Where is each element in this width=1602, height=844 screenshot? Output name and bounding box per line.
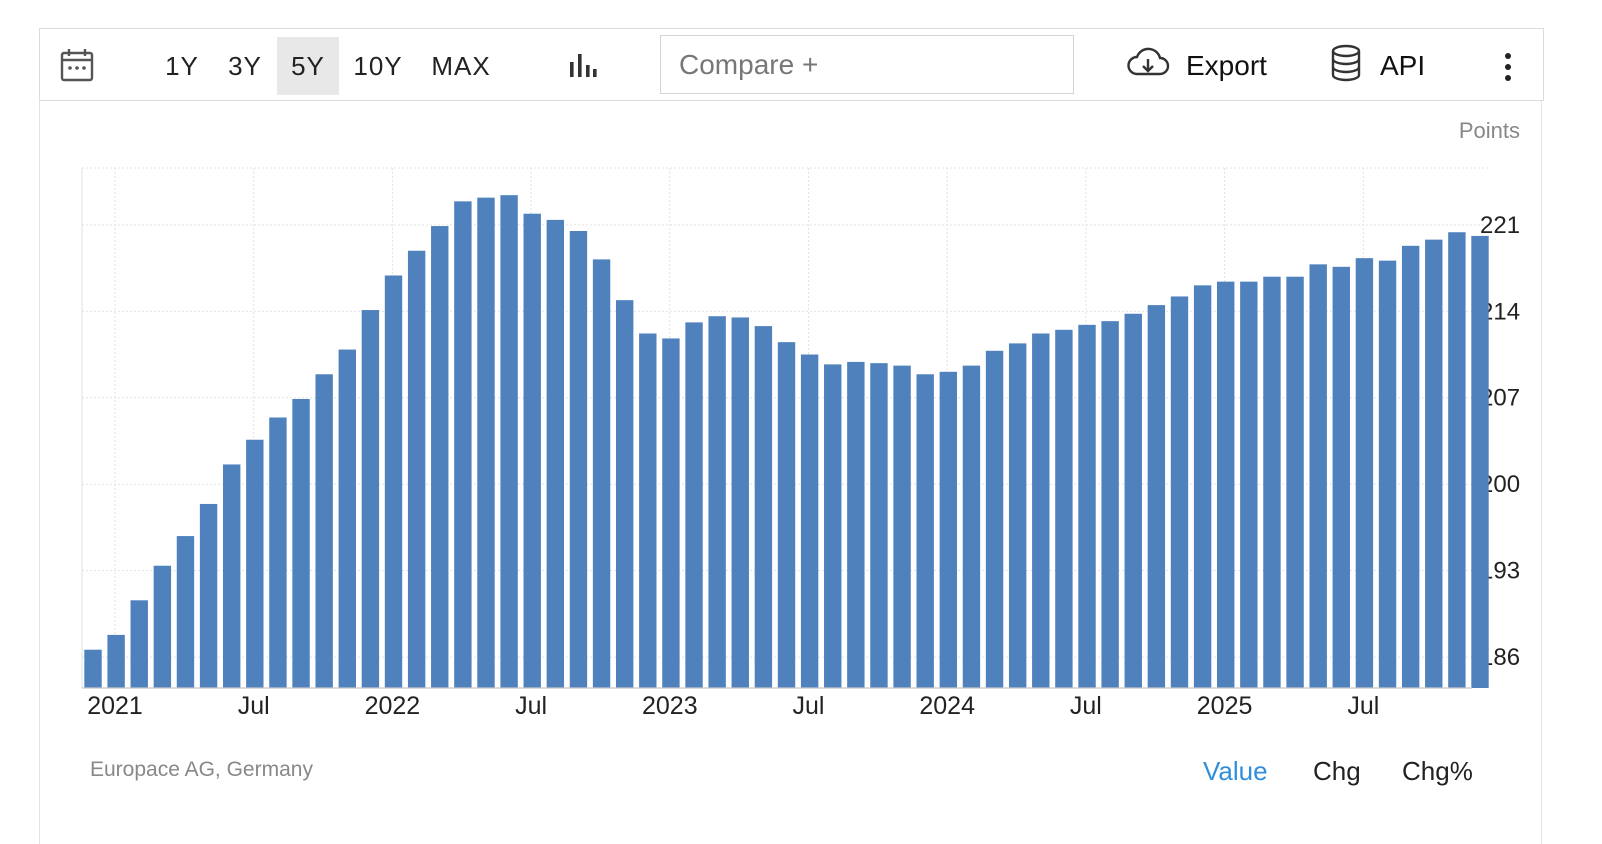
bar: [223, 464, 241, 688]
bar: [1101, 321, 1119, 688]
bar: [1309, 264, 1327, 688]
bar: [1263, 276, 1281, 688]
api-button[interactable]: API: [1330, 43, 1425, 89]
bar: [1332, 266, 1350, 688]
database-icon: [1330, 44, 1362, 89]
value-mode-tab[interactable]: Value: [1203, 756, 1268, 786]
bar: [916, 374, 934, 688]
bar: [708, 316, 726, 688]
bar: [1471, 235, 1489, 689]
bar: [500, 195, 518, 688]
bar: [153, 565, 172, 688]
bar: [431, 226, 449, 689]
bar: [1401, 245, 1420, 688]
x-tick-label: Jul: [1347, 692, 1379, 720]
bar: [569, 230, 588, 689]
bar: [962, 365, 981, 688]
bar: [731, 317, 749, 688]
x-tick-label: 2021: [87, 692, 143, 720]
bar: [1425, 239, 1443, 688]
bar: [384, 275, 403, 688]
y-axis-unit-label: Points: [1458, 118, 1520, 143]
bar: [292, 398, 310, 688]
bar: [130, 600, 148, 688]
bar: [939, 371, 958, 688]
x-tick-label: Jul: [793, 692, 825, 720]
source-attribution: Europace AG, Germany: [90, 758, 313, 781]
bar: [1147, 305, 1166, 688]
bar: [199, 503, 218, 688]
bar: [615, 300, 634, 688]
calendar-icon[interactable]: [60, 47, 94, 83]
bar: [107, 634, 125, 688]
bar: [777, 342, 796, 688]
bar: [407, 250, 426, 688]
x-tick-label: Jul: [515, 692, 547, 720]
bar: [1286, 276, 1304, 688]
y-tick-label: 221: [1480, 212, 1520, 239]
bar: [269, 417, 287, 688]
bar: [1055, 329, 1073, 688]
bar: [315, 374, 333, 688]
range-10y-button[interactable]: 10Y: [353, 50, 403, 81]
export-button[interactable]: Export: [1126, 43, 1267, 89]
bar: [477, 197, 495, 688]
bar: [1078, 324, 1096, 688]
x-tick-label: 2024: [919, 692, 975, 720]
x-tick-label: Jul: [238, 692, 270, 720]
range-5y-button[interactable]: 5Y: [277, 37, 339, 95]
bar: [824, 364, 842, 688]
bar: [1378, 260, 1397, 688]
bar: [662, 338, 680, 688]
bar: [754, 326, 773, 688]
bar-chart-icon[interactable]: [565, 49, 599, 83]
bar: [1448, 232, 1466, 688]
bar: [1124, 313, 1142, 688]
api-label: API: [1380, 50, 1426, 81]
bar: [523, 213, 541, 688]
bar: [1355, 258, 1374, 688]
x-tick-label: Jul: [1070, 692, 1102, 720]
range-3y-button[interactable]: 3Y: [228, 50, 262, 81]
chg-mode-tab[interactable]: Chg: [1313, 756, 1361, 786]
bar: [338, 349, 356, 688]
range-1y-button[interactable]: 1Y: [165, 50, 199, 81]
x-tick-label: 2022: [365, 692, 421, 720]
bar: [1032, 333, 1050, 688]
compare-input[interactable]: Compare +: [660, 35, 1074, 94]
bar: [361, 310, 380, 688]
bar: [1240, 281, 1258, 688]
x-tick-label: 2025: [1197, 692, 1253, 720]
bar: [639, 333, 657, 688]
bar: [176, 536, 195, 688]
bar: [246, 439, 264, 688]
bar: [1193, 285, 1212, 688]
bar: [454, 201, 472, 688]
x-tick-label: 2023: [642, 692, 698, 720]
bar: [985, 350, 1004, 688]
bar: [800, 354, 819, 688]
bar: [1170, 296, 1189, 688]
range-max-button[interactable]: MAX: [431, 50, 491, 81]
bar: [1217, 281, 1235, 688]
vertical-dots-icon[interactable]: [1496, 45, 1520, 89]
bar: [685, 322, 703, 688]
chart-frame: [39, 28, 1542, 844]
export-label: Export: [1186, 50, 1267, 81]
bar: [1008, 343, 1027, 688]
bar: [893, 365, 911, 688]
compare-label: Compare +: [679, 48, 819, 80]
bar: [847, 361, 865, 688]
cloud-download-icon: [1126, 46, 1170, 87]
chg-percent-mode-tab[interactable]: Chg%: [1402, 756, 1473, 786]
chart-toolbar: 1Y 3Y 5Y 10Y MAX Compare + Export: [39, 28, 1544, 101]
bar: [870, 363, 888, 688]
bar: [592, 259, 611, 688]
bar: [84, 649, 102, 688]
bar: [546, 219, 565, 689]
